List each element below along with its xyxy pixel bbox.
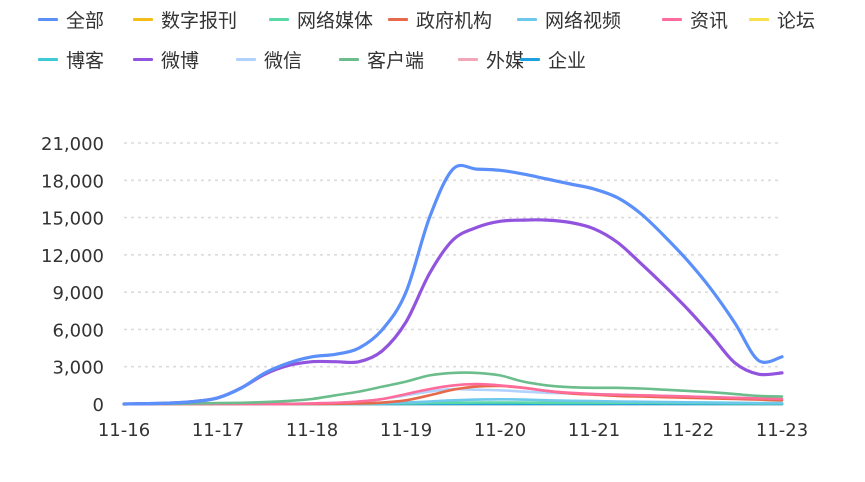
legend-swatch: [236, 57, 256, 61]
y-tick-label: 18,000: [41, 171, 104, 192]
legend-swatch: [458, 57, 478, 61]
x-tick-label: 11-17: [192, 420, 244, 441]
legend-item[interactable]: 论坛: [749, 4, 815, 34]
legend-swatch: [388, 17, 408, 21]
legend-label: 博客: [66, 49, 105, 72]
grid-lines: [124, 142, 782, 368]
series-line[interactable]: [122, 218, 784, 406]
legend-swatch: [38, 57, 58, 61]
legend-swatch: [133, 17, 153, 21]
x-tick-label: 11-21: [568, 420, 620, 441]
legend-row: 全部 数字报刊 网络媒体 政府机构 网络视频 资讯 论坛: [38, 4, 858, 44]
y-tick-label: 6,000: [52, 320, 104, 341]
legend-item[interactable]: 企业: [520, 44, 586, 74]
legend-item[interactable]: 外媒: [458, 44, 524, 74]
x-tick-label: 11-23: [756, 420, 808, 441]
legend-swatch: [749, 17, 769, 21]
x-tick-label: 11-18: [286, 420, 338, 441]
legend-label: 微博: [161, 49, 200, 72]
y-tick-label: 12,000: [41, 246, 104, 267]
legend-label: 网络视频: [545, 9, 622, 32]
y-tick-label: 3,000: [52, 358, 104, 379]
legend-label: 数字报刊: [161, 9, 238, 32]
legend-swatch: [269, 17, 289, 21]
series-line[interactable]: [122, 371, 784, 406]
y-tick-label: 9,000: [52, 283, 104, 304]
legend-item[interactable]: 数字报刊: [133, 4, 237, 34]
legend-label: 外媒: [486, 49, 525, 72]
legend-label: 客户端: [367, 49, 425, 72]
y-tick-label: 0: [93, 395, 104, 416]
legend-label: 资讯: [690, 9, 729, 32]
x-tick-label: 11-19: [380, 420, 432, 441]
legend-item[interactable]: 博客: [38, 44, 104, 74]
x-tick-label: 11-16: [98, 420, 150, 441]
legend-swatch: [517, 17, 537, 21]
legend-label: 全部: [66, 9, 105, 32]
legend-item[interactable]: 网络媒体: [269, 4, 373, 34]
x-tick-label: 11-20: [474, 420, 526, 441]
y-tick-label: 15,000: [41, 209, 104, 230]
y-axis: 0 3,000 6,000 9,000 12,000 15,000 18,000 21,000: [41, 134, 104, 416]
legend-swatch: [520, 57, 540, 61]
legend-item[interactable]: 客户端: [339, 44, 424, 74]
legend-swatch: [38, 17, 58, 21]
legend-label: 网络媒体: [297, 9, 374, 32]
legend-swatch: [339, 57, 359, 61]
x-axis: 11-16 11-17 11-18 11-19 11-20 11-21 11-22 11-23: [98, 403, 808, 441]
legend-swatch: [662, 17, 682, 21]
series-lines: [122, 163, 784, 406]
series-line[interactable]: [122, 163, 784, 406]
legend-item[interactable]: 微信: [236, 44, 302, 74]
legend-item[interactable]: 网络视频: [517, 4, 621, 34]
legend-item[interactable]: 政府机构: [388, 4, 492, 34]
legend-item[interactable]: 微博: [133, 44, 199, 74]
legend-item[interactable]: 资讯: [662, 4, 728, 34]
legend-label: 企业: [548, 49, 587, 72]
chart-legend: 全部 数字报刊 网络媒体 政府机构 网络视频 资讯 论坛 博客 微博 微信 客户端 外媒 企业: [38, 4, 858, 84]
legend-item[interactable]: 全部: [38, 4, 104, 34]
legend-label: 政府机构: [416, 9, 493, 32]
legend-label: 论坛: [777, 9, 816, 32]
x-tick-label: 11-22: [662, 420, 714, 441]
legend-label: 微信: [264, 49, 303, 72]
legend-swatch: [133, 57, 153, 61]
legend-row: 博客 微博 微信 客户端 外媒 企业: [38, 44, 858, 84]
y-tick-label: 21,000: [41, 134, 104, 155]
